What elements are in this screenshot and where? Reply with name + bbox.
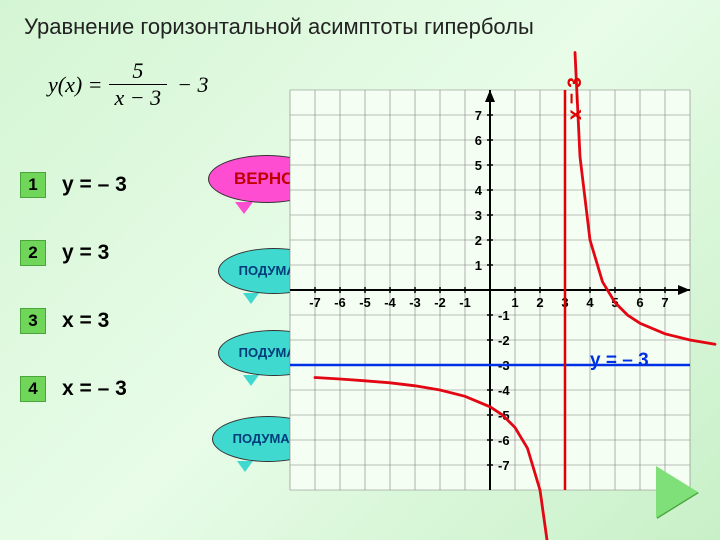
svg-text:2: 2: [536, 295, 543, 310]
next-button[interactable]: [656, 466, 698, 518]
answer-list: 1 y = – 3 2 y = 3 3 x = 3 4 x = – 3: [20, 172, 127, 444]
formula-fraction: 5 x − 3: [109, 58, 168, 111]
answer-button-1[interactable]: 1: [20, 172, 46, 198]
svg-text:-7: -7: [309, 295, 321, 310]
svg-text:-1: -1: [498, 308, 510, 323]
answer-button-3[interactable]: 3: [20, 308, 46, 334]
svg-text:-2: -2: [434, 295, 446, 310]
answer-text-1: y = – 3: [62, 173, 127, 197]
formula: y(x) = 5 x − 3 − 3: [48, 58, 209, 111]
svg-text:1: 1: [511, 295, 518, 310]
svg-text:7: 7: [661, 295, 668, 310]
svg-text:5: 5: [475, 158, 482, 173]
svg-text:-4: -4: [498, 383, 510, 398]
page-title: Уравнение горизонтальной асимптоты гипер…: [24, 14, 534, 40]
answer-2: 2 y = 3: [20, 240, 127, 266]
graph-panel: 1234567-7-6-5-4-3-2-11234567-1-2-3-4-5-6…: [290, 90, 690, 490]
answer-text-2: y = 3: [62, 241, 109, 265]
formula-numerator: 5: [126, 58, 149, 84]
answer-4: 4 x = – 3: [20, 376, 127, 402]
formula-tail: − 3: [177, 72, 208, 98]
svg-text:-6: -6: [334, 295, 346, 310]
svg-text:-2: -2: [498, 333, 510, 348]
asymptote-y-label: y = – 3: [590, 350, 649, 372]
svg-text:3: 3: [475, 208, 482, 223]
answer-text-4: x = – 3: [62, 377, 127, 401]
svg-text:4: 4: [586, 295, 594, 310]
graph-svg: 1234567-7-6-5-4-3-2-11234567-1-2-3-4-5-6…: [290, 90, 690, 490]
svg-text:6: 6: [475, 133, 482, 148]
answer-1: 1 y = – 3: [20, 172, 127, 198]
svg-text:2: 2: [475, 233, 482, 248]
svg-text:4: 4: [475, 183, 483, 198]
svg-text:-7: -7: [498, 458, 510, 473]
formula-denominator: x − 3: [109, 85, 168, 111]
svg-text:-1: -1: [459, 295, 471, 310]
svg-text:-5: -5: [359, 295, 371, 310]
answer-button-4[interactable]: 4: [20, 376, 46, 402]
svg-text:-3: -3: [409, 295, 421, 310]
answer-button-2[interactable]: 2: [20, 240, 46, 266]
formula-lhs: y(x) =: [48, 72, 103, 98]
svg-text:7: 7: [475, 108, 482, 123]
answer-3: 3 x = 3: [20, 308, 127, 334]
svg-text:-4: -4: [384, 295, 396, 310]
svg-text:1: 1: [475, 258, 482, 273]
svg-text:6: 6: [636, 295, 643, 310]
answer-text-3: x = 3: [62, 309, 109, 333]
svg-text:-6: -6: [498, 433, 510, 448]
asymptote-x-label: x = 3: [565, 77, 587, 120]
